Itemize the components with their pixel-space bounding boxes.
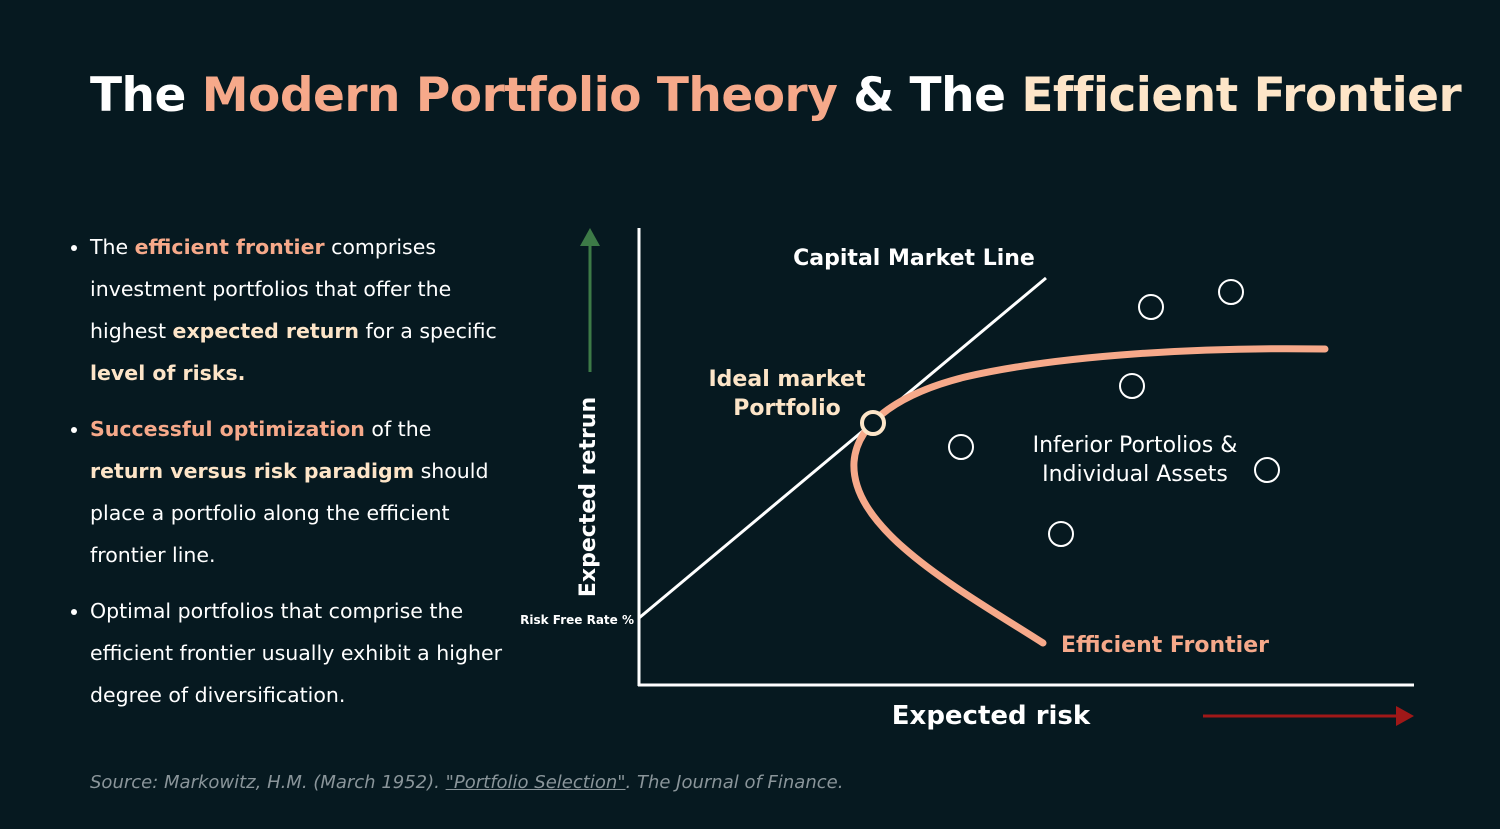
highlight: level of risks. (90, 361, 246, 385)
text: Optimal portfolios that comprise the eff… (90, 599, 502, 707)
capital-market-line (638, 276, 1047, 620)
up-arrow-head (580, 228, 600, 246)
highlight: return versus risk paradigm (90, 459, 415, 483)
bullet: Optimal portfolios that comprise the eff… (90, 590, 510, 716)
text: of the (364, 417, 432, 441)
title-part: & The (837, 68, 1022, 123)
source: Source: Markowitz, H.M. (March 1952). "P… (90, 772, 843, 793)
risk-free-label: Risk Free Rate % (520, 613, 634, 627)
highlight: Successful optimization (90, 417, 365, 441)
highlight: expected return (172, 319, 360, 343)
right-arrow-head (1396, 706, 1414, 726)
source-link[interactable]: "Portfolio Selection" (445, 772, 626, 793)
title-part: Efficient Frontier (1021, 68, 1462, 123)
inferior-label: Individual Assets (1042, 462, 1228, 487)
portfolio-dot (1048, 521, 1074, 547)
efficient-frontier-curve (850, 345, 1329, 647)
ideal-label: Portfolio (733, 396, 841, 421)
title: The Modern Portfolio Theory & The Effici… (90, 68, 1462, 123)
text: should place a portfolio along the effic… (90, 459, 489, 567)
portfolio-dot (1254, 457, 1280, 483)
source-text: . The Journal of Finance. (625, 772, 844, 793)
portfolio-dot (948, 434, 974, 460)
inferior-portfolios (948, 279, 1280, 547)
portfolio-dot (1119, 373, 1145, 399)
text: for a specific (359, 319, 497, 343)
source-text: Source: Markowitz, H.M. (March 1952). (90, 772, 446, 793)
cml-label: Capital Market Line (793, 246, 1035, 271)
ideal-portfolio-marker (860, 410, 886, 436)
bullet-list: The efficient frontier comprises investm… (68, 226, 510, 730)
title-part: Modern Portfolio Theory (201, 68, 838, 123)
ideal-label: Ideal market (709, 367, 866, 392)
text: comprises investment portfolios that off… (90, 235, 452, 343)
bullet: The efficient frontier comprises investm… (90, 226, 510, 394)
portfolio-dot (1138, 294, 1164, 320)
text: The (90, 235, 135, 259)
y-axis-label: Expected retrun (576, 397, 601, 597)
frontier-label: Efficient Frontier (1061, 633, 1269, 658)
inferior-label: Inferior Portolios & (1033, 433, 1238, 458)
x-axis-label: Expected risk (892, 701, 1091, 731)
title-part: The (90, 68, 202, 123)
highlight: efficient frontier (134, 235, 325, 259)
portfolio-dot (1218, 279, 1244, 305)
bullet: Successful optimization of the return ve… (90, 408, 510, 576)
